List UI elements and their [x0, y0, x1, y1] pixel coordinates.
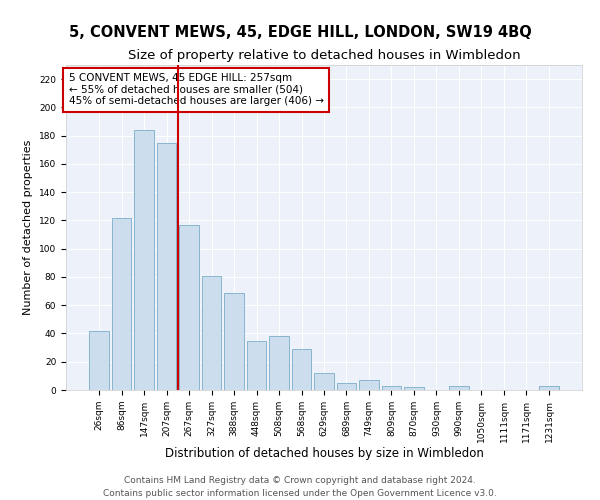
Bar — [539, 386, 559, 390]
Text: 5, CONVENT MEWS, 45, EDGE HILL, LONDON, SW19 4BQ: 5, CONVENT MEWS, 45, EDGE HILL, LONDON, … — [68, 25, 532, 40]
Bar — [404, 387, 424, 390]
Bar — [202, 276, 221, 390]
Bar — [157, 142, 176, 390]
Bar — [337, 383, 356, 390]
Bar — [112, 218, 131, 390]
Bar — [314, 373, 334, 390]
Bar — [359, 380, 379, 390]
Bar — [449, 386, 469, 390]
Bar — [224, 292, 244, 390]
Title: Size of property relative to detached houses in Wimbledon: Size of property relative to detached ho… — [128, 50, 520, 62]
Bar — [179, 224, 199, 390]
Bar — [134, 130, 154, 390]
Text: 5 CONVENT MEWS, 45 EDGE HILL: 257sqm
← 55% of detached houses are smaller (504)
: 5 CONVENT MEWS, 45 EDGE HILL: 257sqm ← 5… — [68, 73, 323, 106]
Bar — [292, 349, 311, 390]
Y-axis label: Number of detached properties: Number of detached properties — [23, 140, 34, 315]
Bar — [247, 340, 266, 390]
Text: Contains HM Land Registry data © Crown copyright and database right 2024.
Contai: Contains HM Land Registry data © Crown c… — [103, 476, 497, 498]
X-axis label: Distribution of detached houses by size in Wimbledon: Distribution of detached houses by size … — [164, 448, 484, 460]
Bar — [269, 336, 289, 390]
Bar — [89, 330, 109, 390]
Bar — [382, 386, 401, 390]
